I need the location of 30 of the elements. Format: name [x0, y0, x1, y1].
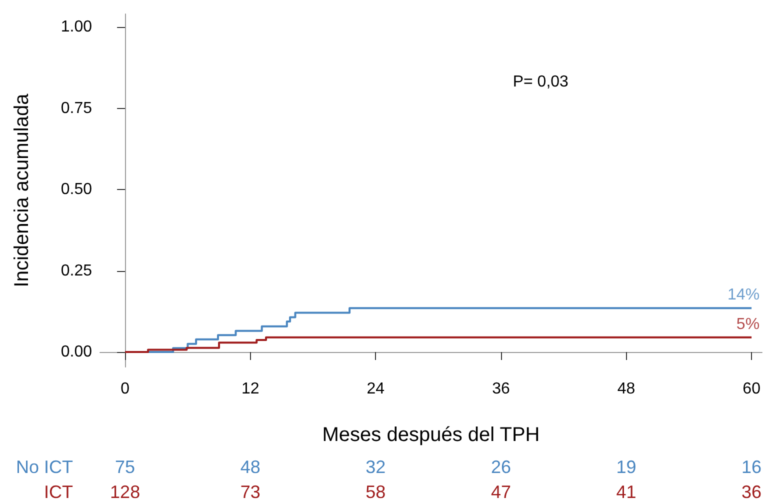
text: ICT — [44, 482, 73, 501]
y-tick-label: 1.00 — [60, 18, 92, 36]
text: 75 — [115, 457, 136, 477]
text: 32 — [366, 457, 386, 477]
text: 19 — [616, 457, 636, 477]
x-tick-label: 36 — [492, 380, 510, 398]
text: 47 — [490, 482, 511, 501]
text: 16 — [742, 457, 762, 477]
y-axis-title: Incidencia acumulada — [11, 92, 33, 288]
x-tick-label: 24 — [366, 380, 385, 398]
y-tick-label: 0.75 — [60, 100, 92, 117]
text: 41 — [616, 482, 636, 501]
x-axis-title: Meses después del TPH — [322, 424, 540, 446]
y-tick-label: 0.00 — [60, 344, 92, 361]
text: 58 — [366, 482, 386, 501]
x-tick-label: 0 — [120, 380, 130, 398]
annotation: 5% — [736, 316, 760, 333]
text: 48 — [240, 457, 260, 477]
x-tick-label: 48 — [617, 380, 636, 398]
x-tick-label: 60 — [742, 380, 761, 398]
text: 128 — [110, 482, 140, 501]
y-tick-label: 0.50 — [60, 181, 92, 198]
text: 73 — [240, 482, 260, 501]
text: 36 — [742, 482, 762, 501]
x-tick-label: 12 — [241, 380, 260, 398]
text: 26 — [490, 457, 511, 477]
annotation: 14% — [728, 286, 760, 304]
annotation: P= 0,03 — [512, 74, 569, 90]
text: No ICT — [16, 457, 73, 477]
y-tick-label: 0.25 — [60, 262, 92, 280]
